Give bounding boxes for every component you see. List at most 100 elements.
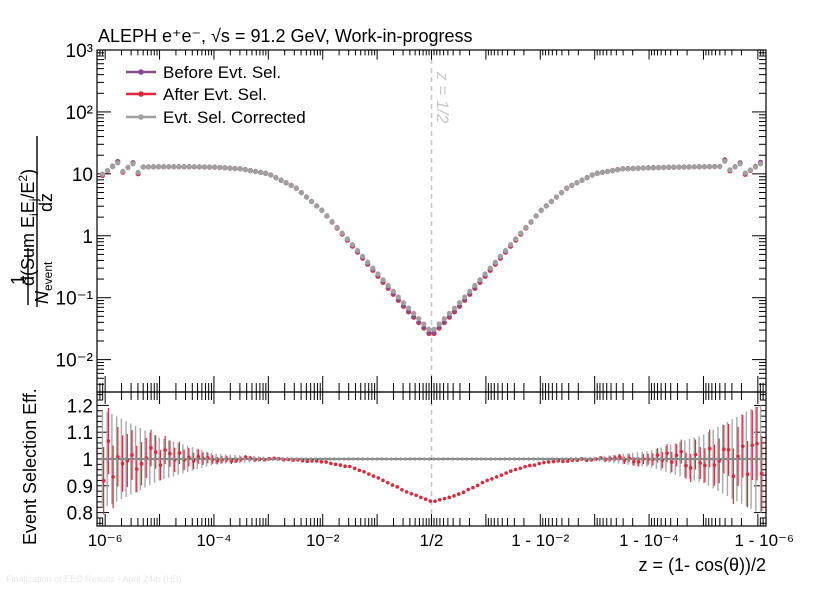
corrected-ratio-point xyxy=(276,457,280,461)
corrected-point xyxy=(497,253,503,259)
corrected-point xyxy=(375,271,381,277)
after-ratio-point xyxy=(333,462,338,467)
corrected-ratio-point xyxy=(650,457,654,461)
corrected-ratio-point xyxy=(162,457,166,461)
corrected-ratio-point xyxy=(403,457,408,461)
after-ratio-point xyxy=(485,478,489,483)
corrected-ratio-point xyxy=(687,457,692,461)
after-ratio-point xyxy=(381,478,385,483)
after-ratio-point xyxy=(177,451,182,455)
corrected-ratio-point xyxy=(214,457,218,461)
corrected-ratio-point xyxy=(432,457,436,461)
corrected-point xyxy=(257,169,264,176)
corrected-ratio-point xyxy=(356,457,360,461)
corrected-ratio-point xyxy=(238,457,242,461)
corrected-point xyxy=(625,166,631,172)
top-y-tick-label: 10⁻¹ xyxy=(56,289,94,310)
corrected-point xyxy=(212,164,218,170)
corrected-ratio-point xyxy=(583,457,587,461)
corrected-point xyxy=(584,175,590,181)
corrected-ratio-point xyxy=(105,457,109,461)
corrected-ratio-point xyxy=(635,457,640,461)
corrected-point xyxy=(727,167,733,173)
corrected-ratio-point xyxy=(441,457,445,461)
corrected-point xyxy=(502,247,509,254)
after-ratio-point xyxy=(480,480,485,485)
after-ratio-point xyxy=(537,461,542,466)
corrected-point xyxy=(604,168,611,175)
after-ratio-point xyxy=(139,461,144,466)
corrected-ratio-point xyxy=(294,457,299,461)
corrected-ratio-point xyxy=(645,457,649,461)
corrected-ratio-point xyxy=(309,457,313,461)
corrected-ratio-point xyxy=(555,457,559,461)
corrected-point xyxy=(390,288,396,294)
corrected-point xyxy=(247,168,253,174)
corrected-ratio-point xyxy=(446,457,450,461)
corrected-point xyxy=(681,164,687,170)
corrected-point xyxy=(482,271,488,277)
corrected-point xyxy=(533,213,539,219)
corrected-point xyxy=(242,167,248,173)
after-ratio-point xyxy=(703,463,707,468)
corrected-point xyxy=(206,164,213,170)
corrected-point xyxy=(757,161,764,167)
corrected-point xyxy=(329,219,335,225)
corrected-ratio-point xyxy=(579,457,583,461)
after-ratio-point xyxy=(509,469,513,473)
y-label-norm-one: 1 xyxy=(8,275,28,285)
after-ratio-point xyxy=(343,464,347,469)
after-ratio-point xyxy=(442,496,447,501)
corrected-ratio-point xyxy=(242,457,247,461)
corrected-ratio-point xyxy=(740,457,744,461)
x-tick-label: 1 - 10⁻⁴ xyxy=(619,531,679,550)
after-ratio-point xyxy=(542,460,546,465)
corrected-ratio-point xyxy=(616,457,621,461)
corrected-point xyxy=(513,236,519,242)
corrected-ratio-point xyxy=(640,457,644,461)
after-ratio-point xyxy=(636,460,641,464)
corrected-ratio-point xyxy=(489,457,493,461)
corrected-point xyxy=(293,185,299,191)
after-ratio-point xyxy=(707,446,712,451)
corrected-ratio-point xyxy=(176,457,180,461)
corrected-point xyxy=(150,164,157,170)
corrected-point xyxy=(314,203,320,209)
corrected-ratio-point xyxy=(413,457,417,461)
corrected-point xyxy=(467,288,473,294)
corrected-point xyxy=(339,230,345,236)
after-ratio-point xyxy=(376,476,381,480)
after-ratio-point xyxy=(111,475,115,479)
corrected-point xyxy=(523,224,529,230)
after-ratio-point xyxy=(338,463,343,467)
corrected-point xyxy=(237,166,243,172)
corrected-ratio-point xyxy=(195,457,199,461)
corrected-ratio-point xyxy=(119,457,123,461)
corrected-ratio-point xyxy=(290,457,294,461)
corrected-ratio-point xyxy=(370,457,374,461)
corrected-point xyxy=(558,190,565,196)
corrected-ratio-point xyxy=(460,457,464,461)
top-axis-ticks: 10³ 10² 10 1 10⁻¹ 10⁻² xyxy=(56,41,766,393)
corrected-point xyxy=(661,164,667,171)
corrected-ratio-point xyxy=(574,457,578,461)
corrected-point xyxy=(553,194,560,200)
after-ratio-point xyxy=(130,453,134,457)
corrected-point xyxy=(456,300,463,306)
corrected-point xyxy=(191,164,197,170)
after-ratio-point xyxy=(366,472,371,476)
corrected-point xyxy=(278,177,284,183)
corrected-ratio-point xyxy=(725,457,730,461)
corrected-point xyxy=(411,310,417,316)
after-ratio-point xyxy=(494,475,499,479)
bottom-y-tick-label: 1.1 xyxy=(67,423,93,444)
corrected-ratio-point xyxy=(758,457,763,461)
corrected-ratio-point xyxy=(754,457,758,461)
y-label-denominator: dz xyxy=(36,193,56,212)
footer-text: Finalization of EEC Results - April 24th… xyxy=(6,574,182,584)
corrected-ratio-point xyxy=(560,457,564,461)
corrected-point xyxy=(176,164,182,170)
corrected-point xyxy=(273,175,279,181)
after-ratio-point xyxy=(348,464,352,469)
